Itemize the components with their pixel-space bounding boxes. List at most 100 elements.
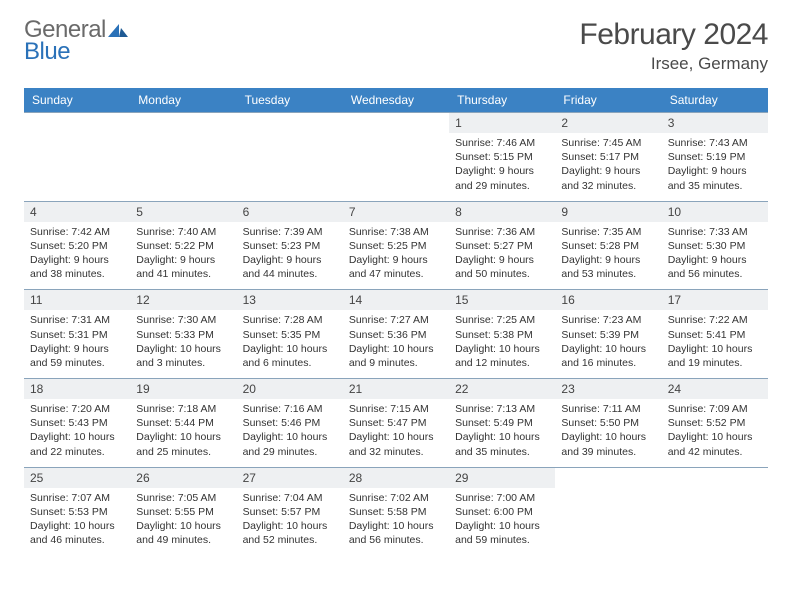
- day-details: Sunrise: 7:40 AMSunset: 5:22 PMDaylight:…: [136, 225, 230, 282]
- calendar-day-cell: 26Sunrise: 7:05 AMSunset: 5:55 PMDayligh…: [130, 467, 236, 555]
- logo-text-blue: Blue: [24, 40, 128, 64]
- day-details: Sunrise: 7:36 AMSunset: 5:27 PMDaylight:…: [455, 225, 549, 282]
- day-number: 25: [24, 468, 130, 488]
- calendar-day-cell: 25 Sunrise: 7:07 AMSunset: 5:53 PMDayligh…: [24, 467, 130, 555]
- weekday-header: Saturday: [662, 88, 768, 113]
- calendar-day-cell: 17 Sunrise: 7:22 AMSunset: 5:41 PMDayligh…: [662, 290, 768, 379]
- calendar-day-cell: 14 Sunrise: 7:27 AMSunset: 5:36 PMDayligh…: [343, 290, 449, 379]
- calendar-week-row: 11 Sunrise: 7:31 AMSunset: 5:31 PMDayligh…: [24, 290, 768, 379]
- calendar-day-cell: 4 Sunrise: 7:42 AMSunset: 5:20 PMDaylight…: [24, 201, 130, 290]
- weekday-header: Sunday: [24, 88, 130, 113]
- calendar-day-cell: 3Sunrise: 7:43 AMSunset: 5:19 PMDaylight…: [662, 113, 768, 202]
- calendar-week-row: 25 Sunrise: 7:07 AMSunset: 5:53 PMDayligh…: [24, 467, 768, 555]
- day-number: 18: [24, 379, 130, 399]
- day-number: 22: [449, 379, 555, 399]
- day-number: 11: [24, 290, 130, 310]
- weekday-header: Thursday: [449, 88, 555, 113]
- day-number: 4: [24, 202, 130, 222]
- weekday-header: Monday: [130, 88, 236, 113]
- calendar-day-cell: 9 Sunrise: 7:35 AMSunset: 5:28 PMDaylight…: [555, 201, 661, 290]
- calendar-day-cell: 22 Sunrise: 7:13 AMSunset: 5:49 PMDayligh…: [449, 379, 555, 468]
- day-details: Sunrise: 7:30 AMSunset: 5:33 PMDaylight:…: [136, 313, 230, 370]
- day-number: 1: [449, 113, 555, 133]
- day-number: 20: [237, 379, 343, 399]
- day-number: 21: [343, 379, 449, 399]
- day-number: 9: [555, 202, 661, 222]
- calendar-day-cell: 29 Sunrise: 7:00 AMSunset: 6:00 PMDayligh…: [449, 467, 555, 555]
- calendar-day-cell: 13 Sunrise: 7:28 AMSunset: 5:35 PMDayligh…: [237, 290, 343, 379]
- day-number: 13: [237, 290, 343, 310]
- calendar-day-cell: 10Sunrise: 7:33 AMSunset: 5:30 PMDayligh…: [662, 201, 768, 290]
- day-details: Sunrise: 7:38 AMSunset: 5:25 PMDaylight:…: [349, 225, 443, 282]
- day-details: Sunrise: 7:45 AMSunset: 5:17 PMDaylight:…: [561, 136, 655, 193]
- calendar-empty-cell: [24, 113, 130, 202]
- calendar-empty-cell: [343, 113, 449, 202]
- day-details: Sunrise: 7:27 AMSunset: 5:36 PMDaylight:…: [349, 313, 443, 370]
- day-number: 27: [237, 468, 343, 488]
- day-details: Sunrise: 7:23 AMSunset: 5:39 PMDaylight:…: [561, 313, 655, 370]
- logo-triangle-icon: [108, 18, 128, 42]
- calendar-day-cell: 16 Sunrise: 7:23 AMSunset: 5:39 PMDayligh…: [555, 290, 661, 379]
- day-details: Sunrise: 7:25 AMSunset: 5:38 PMDaylight:…: [455, 313, 549, 370]
- calendar-table: SundayMondayTuesdayWednesdayThursdayFrid…: [24, 88, 768, 555]
- weekday-header-row: SundayMondayTuesdayWednesdayThursdayFrid…: [24, 88, 768, 113]
- day-details: Sunrise: 7:07 AMSunset: 5:53 PMDaylight:…: [30, 491, 124, 548]
- day-details: Sunrise: 7:04 AMSunset: 5:57 PMDaylight:…: [243, 491, 337, 548]
- day-number: 15: [449, 290, 555, 310]
- title-block: February 2024 Irsee, Germany: [579, 18, 768, 74]
- location: Irsee, Germany: [579, 54, 768, 74]
- calendar-week-row: 18 Sunrise: 7:20 AMSunset: 5:43 PMDayligh…: [24, 379, 768, 468]
- day-number: 23: [555, 379, 661, 399]
- day-details: Sunrise: 7:42 AMSunset: 5:20 PMDaylight:…: [30, 225, 124, 282]
- day-details: Sunrise: 7:11 AMSunset: 5:50 PMDaylight:…: [561, 402, 655, 459]
- day-number: 12: [130, 290, 236, 310]
- weekday-header: Tuesday: [237, 88, 343, 113]
- day-details: Sunrise: 7:33 AMSunset: 5:30 PMDaylight:…: [668, 225, 762, 282]
- calendar-week-row: 4 Sunrise: 7:42 AMSunset: 5:20 PMDaylight…: [24, 201, 768, 290]
- day-number: 17: [662, 290, 768, 310]
- calendar-day-cell: 1 Sunrise: 7:46 AMSunset: 5:15 PMDaylight…: [449, 113, 555, 202]
- calendar-empty-cell: [130, 113, 236, 202]
- header: GeneralBlue February 2024 Irsee, Germany: [24, 18, 768, 74]
- weekday-header: Wednesday: [343, 88, 449, 113]
- day-number: 5: [130, 202, 236, 222]
- day-number: 19: [130, 379, 236, 399]
- day-number: 16: [555, 290, 661, 310]
- day-number: 29: [449, 468, 555, 488]
- day-details: Sunrise: 7:31 AMSunset: 5:31 PMDaylight:…: [30, 313, 124, 370]
- day-details: Sunrise: 7:46 AMSunset: 5:15 PMDaylight:…: [455, 136, 549, 193]
- calendar-day-cell: 19Sunrise: 7:18 AMSunset: 5:44 PMDayligh…: [130, 379, 236, 468]
- day-details: Sunrise: 7:20 AMSunset: 5:43 PMDaylight:…: [30, 402, 124, 459]
- calendar-day-cell: 20Sunrise: 7:16 AMSunset: 5:46 PMDayligh…: [237, 379, 343, 468]
- day-number: 2: [555, 113, 661, 133]
- calendar-empty-cell: [237, 113, 343, 202]
- calendar-day-cell: 6Sunrise: 7:39 AMSunset: 5:23 PMDaylight…: [237, 201, 343, 290]
- calendar-day-cell: 18 Sunrise: 7:20 AMSunset: 5:43 PMDayligh…: [24, 379, 130, 468]
- calendar-day-cell: 21 Sunrise: 7:15 AMSunset: 5:47 PMDayligh…: [343, 379, 449, 468]
- calendar-day-cell: 24Sunrise: 7:09 AMSunset: 5:52 PMDayligh…: [662, 379, 768, 468]
- day-details: Sunrise: 7:39 AMSunset: 5:23 PMDaylight:…: [243, 225, 337, 282]
- day-number: 3: [662, 113, 768, 133]
- day-details: Sunrise: 7:28 AMSunset: 5:35 PMDaylight:…: [243, 313, 337, 370]
- day-details: Sunrise: 7:02 AMSunset: 5:58 PMDaylight:…: [349, 491, 443, 548]
- month-title: February 2024: [579, 18, 768, 52]
- day-details: Sunrise: 7:00 AMSunset: 6:00 PMDaylight:…: [455, 491, 549, 548]
- day-details: Sunrise: 7:15 AMSunset: 5:47 PMDaylight:…: [349, 402, 443, 459]
- logo: GeneralBlue: [24, 18, 128, 64]
- day-details: Sunrise: 7:22 AMSunset: 5:41 PMDaylight:…: [668, 313, 762, 370]
- day-details: Sunrise: 7:35 AMSunset: 5:28 PMDaylight:…: [561, 225, 655, 282]
- day-number: 26: [130, 468, 236, 488]
- calendar-day-cell: 11 Sunrise: 7:31 AMSunset: 5:31 PMDayligh…: [24, 290, 130, 379]
- day-number: 8: [449, 202, 555, 222]
- calendar-day-cell: 23 Sunrise: 7:11 AMSunset: 5:50 PMDayligh…: [555, 379, 661, 468]
- day-details: Sunrise: 7:13 AMSunset: 5:49 PMDaylight:…: [455, 402, 549, 459]
- calendar-day-cell: 27 Sunrise: 7:04 AMSunset: 5:57 PMDayligh…: [237, 467, 343, 555]
- day-number: 24: [662, 379, 768, 399]
- calendar-day-cell: 15 Sunrise: 7:25 AMSunset: 5:38 PMDayligh…: [449, 290, 555, 379]
- day-number: 14: [343, 290, 449, 310]
- calendar-day-cell: 12 Sunrise: 7:30 AMSunset: 5:33 PMDayligh…: [130, 290, 236, 379]
- calendar-day-cell: 28Sunrise: 7:02 AMSunset: 5:58 PMDayligh…: [343, 467, 449, 555]
- calendar-day-cell: 5 Sunrise: 7:40 AMSunset: 5:22 PMDaylight…: [130, 201, 236, 290]
- day-number: 7: [343, 202, 449, 222]
- calendar-week-row: 1 Sunrise: 7:46 AMSunset: 5:15 PMDaylight…: [24, 113, 768, 202]
